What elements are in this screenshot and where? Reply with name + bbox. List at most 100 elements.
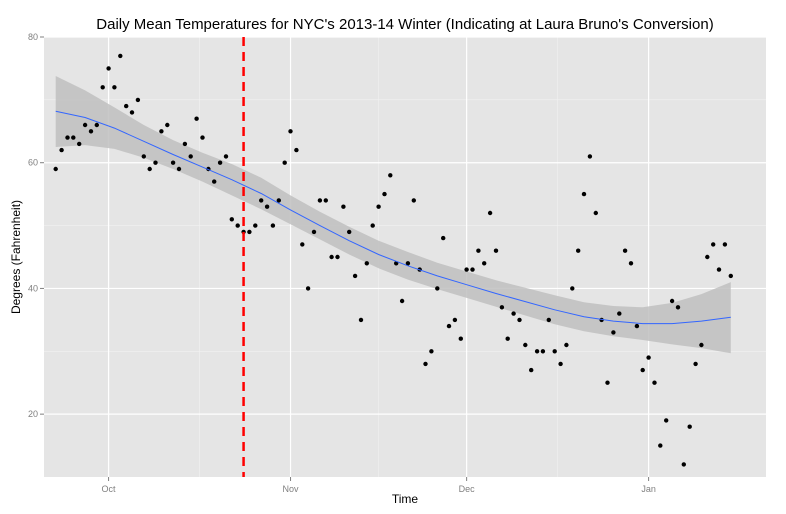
data-point	[352, 273, 358, 279]
data-point	[159, 129, 164, 134]
data-point	[300, 242, 305, 247]
data-point	[476, 248, 481, 253]
data-point	[576, 248, 581, 253]
data-point	[282, 160, 287, 165]
data-point	[405, 261, 411, 266]
data-point	[212, 179, 217, 184]
data-point	[94, 122, 100, 128]
data-point	[699, 342, 704, 348]
data-point	[605, 380, 610, 385]
data-point	[452, 317, 458, 323]
data-point	[217, 160, 223, 165]
confidence-band-area	[55, 76, 731, 354]
data-point	[652, 380, 657, 385]
data-point	[335, 254, 340, 260]
data-point	[376, 204, 381, 209]
y-axis-ticks: 20 40 60 80	[28, 32, 44, 419]
data-point	[106, 66, 111, 71]
data-point	[458, 336, 463, 341]
data-point	[558, 361, 563, 367]
data-point	[446, 323, 452, 329]
data-point	[388, 173, 393, 178]
data-point	[722, 242, 728, 247]
data-point	[311, 229, 317, 235]
data-point	[564, 342, 569, 348]
data-point	[534, 349, 540, 354]
data-point	[487, 210, 493, 216]
data-point	[499, 305, 505, 310]
data-point	[640, 367, 645, 373]
data-point	[675, 305, 681, 310]
data-point	[153, 160, 158, 165]
data-point	[399, 298, 405, 304]
data-point	[59, 147, 64, 153]
data-point	[429, 349, 434, 354]
data-point	[423, 361, 428, 367]
x-tick-label: Dec	[459, 484, 476, 494]
x-tick-label: Nov	[283, 484, 300, 494]
data-point	[358, 317, 364, 323]
data-point	[493, 248, 499, 253]
data-point	[223, 154, 229, 159]
data-point	[347, 229, 352, 235]
data-point	[634, 323, 640, 329]
data-point	[276, 198, 281, 203]
y-tick-label: 40	[28, 283, 38, 293]
data-point	[411, 198, 416, 203]
data-point	[253, 223, 258, 228]
data-point	[323, 198, 328, 203]
data-point	[540, 349, 546, 354]
data-point	[705, 254, 710, 260]
data-point	[288, 129, 293, 134]
data-point	[658, 443, 663, 448]
data-point	[505, 336, 510, 341]
data-point	[71, 135, 76, 140]
confidence-band	[55, 76, 731, 354]
data-point	[53, 166, 58, 172]
data-point	[124, 103, 129, 109]
data-point	[628, 261, 634, 266]
data-point	[728, 273, 733, 279]
x-axis-title: Time	[392, 492, 419, 506]
data-point	[364, 261, 369, 266]
y-tick-label: 20	[28, 409, 38, 419]
data-point	[622, 248, 628, 253]
y-axis-title: Degrees (Fahrenheit)	[9, 200, 23, 314]
chart-title: Daily Mean Temperatures for NYC's 2013-1…	[96, 16, 713, 33]
data-point	[200, 135, 205, 140]
data-point	[141, 154, 146, 159]
data-point	[165, 122, 170, 128]
x-tick-label: Oct	[102, 484, 117, 494]
data-point	[517, 317, 522, 323]
data-point	[341, 204, 346, 209]
data-point	[546, 317, 551, 323]
data-point	[118, 53, 123, 59]
data-point	[270, 223, 276, 228]
data-point	[370, 223, 375, 228]
data-point	[511, 311, 516, 316]
data-point	[716, 267, 722, 272]
data-point	[194, 116, 199, 121]
data-point	[482, 261, 487, 266]
data-point	[305, 286, 311, 291]
data-point	[587, 154, 593, 159]
data-point	[523, 342, 528, 348]
data-point	[552, 349, 557, 354]
data-point	[100, 85, 105, 90]
data-point	[82, 122, 88, 128]
y-tick-label: 60	[28, 158, 38, 168]
data-point	[382, 191, 387, 197]
smooth-trend-line	[55, 110, 731, 325]
data-point	[112, 85, 117, 90]
data-point	[247, 229, 252, 235]
data-point	[464, 267, 469, 272]
data-point	[235, 223, 240, 228]
data-point	[129, 110, 135, 115]
data-point	[77, 141, 82, 147]
data-point	[693, 361, 698, 367]
data-point	[435, 286, 440, 291]
data-point	[687, 424, 692, 429]
data-point	[329, 254, 334, 260]
data-points	[53, 53, 733, 467]
data-point	[170, 160, 176, 165]
